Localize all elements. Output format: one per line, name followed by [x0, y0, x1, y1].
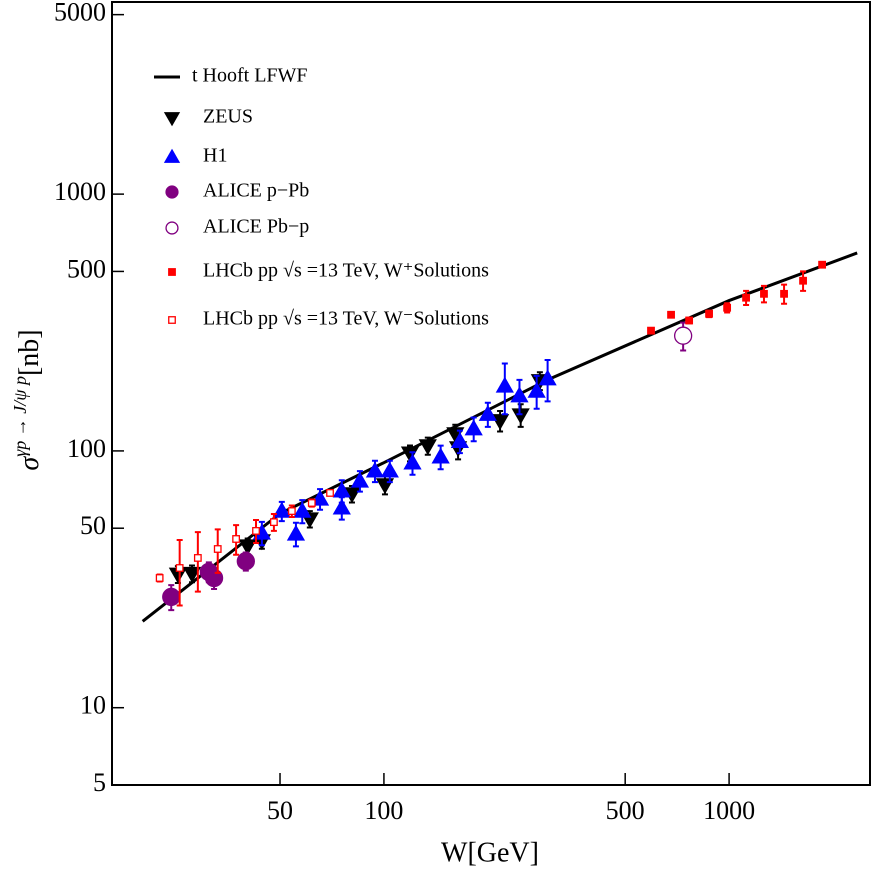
marker: [673, 326, 693, 345]
legend-label: ALICE p−Pb: [203, 180, 309, 202]
y-label-symbol: σ: [14, 456, 45, 471]
legend-marker: [168, 268, 176, 276]
y-axis-label: σγp → J/ψ p[nb]: [10, 329, 45, 470]
marker: [238, 539, 257, 556]
marker: [723, 303, 732, 312]
marker: [490, 414, 510, 431]
marker: [760, 289, 768, 298]
marker: [511, 408, 530, 425]
y-tick-label: 5000: [54, 0, 106, 27]
marker: [332, 498, 351, 515]
x-tick-label: 100: [364, 796, 403, 825]
marker: [182, 566, 202, 583]
legend-label: ZEUS: [203, 106, 253, 128]
y-label-unit: [nb]: [14, 329, 45, 376]
error-bar: [176, 538, 183, 607]
x-tick-label: 1000: [703, 796, 755, 825]
y-tick-label: 100: [67, 434, 106, 463]
marker: [742, 293, 750, 302]
y-label-superscript: γp → J/ψ p: [10, 376, 30, 457]
marker: [175, 564, 184, 572]
legend-label: LHCb pp √s =13 TeV, W⁻Solutions: [203, 308, 489, 330]
marker: [380, 461, 399, 478]
marker: [418, 439, 437, 456]
marker: [287, 507, 296, 515]
legend-marker: [163, 112, 181, 127]
marker: [705, 309, 713, 318]
marker: [307, 499, 316, 507]
marker: [495, 376, 514, 393]
legend-marker: [165, 221, 179, 235]
y-tick-label: 1000: [54, 177, 106, 206]
marker: [232, 535, 240, 543]
marker: [293, 501, 312, 518]
x-axis-label: W[GeV]: [441, 837, 539, 868]
legend-label: t Hooft LFWF: [192, 65, 308, 87]
y-tick-label: 10: [80, 691, 106, 720]
y-tick-label: 5: [93, 768, 106, 797]
legend-marker: [168, 316, 176, 324]
marker: [450, 431, 470, 448]
marker: [464, 419, 483, 436]
marker: [236, 552, 255, 571]
legend-marker: [165, 185, 179, 199]
marker: [310, 489, 330, 506]
error-bar: [194, 531, 201, 593]
y-tick-label: 500: [67, 254, 106, 283]
marker: [478, 404, 497, 421]
marker: [685, 316, 694, 325]
marker: [193, 554, 202, 562]
marker: [365, 461, 385, 478]
marker: [162, 587, 181, 607]
marker: [403, 453, 422, 470]
legend-label: LHCb pp √s =13 TeV, W⁺Solutions: [203, 260, 489, 282]
legend-label: ALICE Pb−p: [203, 216, 309, 238]
marker: [286, 524, 306, 541]
marker: [818, 260, 827, 269]
marker: [510, 386, 529, 403]
marker: [350, 471, 370, 488]
marker: [400, 446, 420, 463]
marker: [647, 326, 655, 335]
marker: [431, 447, 450, 464]
legend-marker: [163, 148, 181, 163]
plot-frame: [111, 1, 871, 786]
marker: [252, 527, 260, 535]
marker: [799, 276, 807, 285]
marker: [527, 381, 546, 398]
marker: [213, 545, 222, 553]
marker: [538, 369, 557, 386]
marker: [667, 310, 675, 319]
legend-label: H1: [203, 145, 227, 167]
marker: [780, 289, 788, 298]
marker: [270, 518, 278, 527]
x-tick-label: 50: [267, 796, 293, 825]
x-tick-label: 500: [606, 796, 645, 825]
marker: [155, 574, 164, 582]
marker: [272, 501, 291, 518]
marker: [326, 489, 334, 497]
y-tick-label: 50: [80, 511, 106, 540]
